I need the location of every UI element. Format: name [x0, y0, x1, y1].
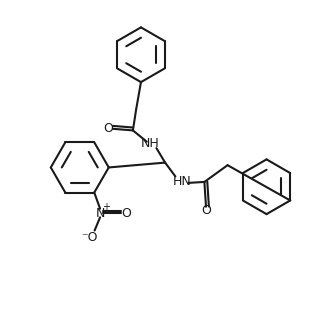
Text: ⁻O: ⁻O: [81, 231, 97, 244]
Text: N: N: [95, 207, 105, 220]
Text: O: O: [121, 207, 131, 220]
Text: O: O: [103, 122, 113, 135]
Text: HN: HN: [172, 175, 191, 188]
Text: O: O: [201, 204, 211, 217]
Text: +: +: [102, 202, 110, 212]
Text: NH: NH: [141, 137, 160, 150]
